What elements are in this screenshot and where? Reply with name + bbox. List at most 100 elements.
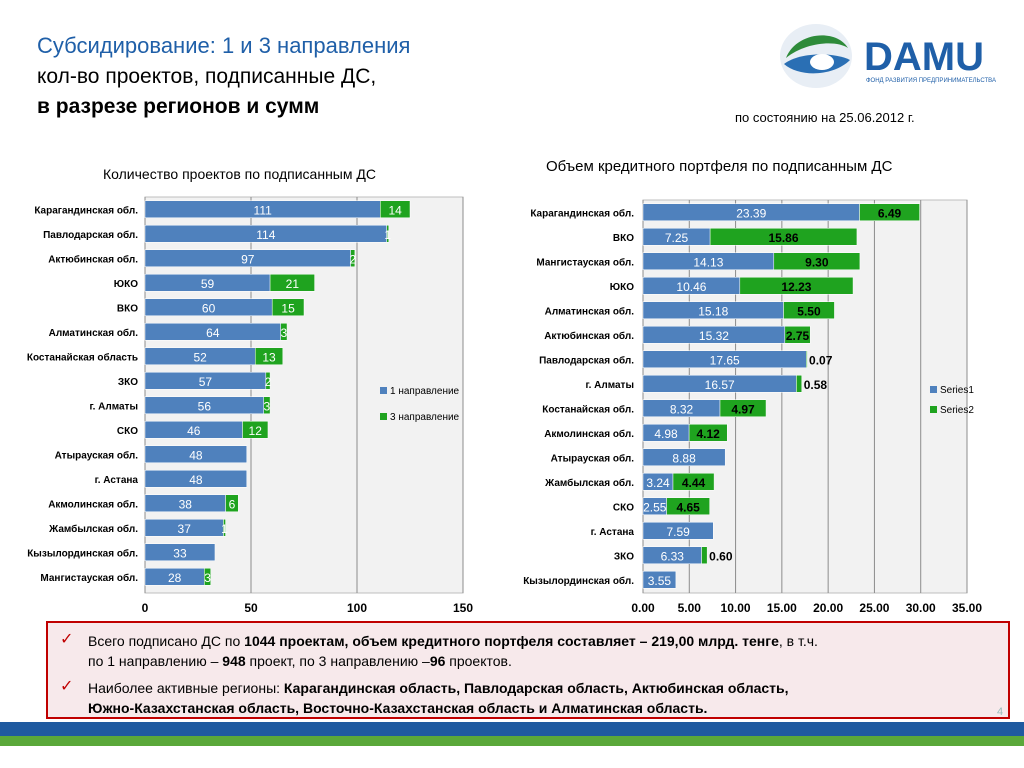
title-line-1: Субсидирование: 1 и 3 направления [37,33,411,58]
x-tick-label: 10.00 [721,601,751,615]
data-label: 7.59 [666,525,690,539]
data-label: 57 [199,375,213,389]
bar-series2 [672,473,715,491]
data-label: 56 [198,399,212,413]
bar-series2 [709,228,858,246]
data-label: 8.32 [670,402,694,416]
title-line-3: в разрезе регионов и сумм [37,95,320,118]
data-label: 14 [388,203,402,217]
data-label: 48 [189,448,203,462]
bar-series2 [223,519,226,537]
bar-series2 [796,375,803,393]
data-label: 28 [168,571,182,585]
data-label: 37 [178,522,192,536]
damu-logo: DAMU ФОНД РАЗВИТИЯ ПРЕДПРИНИМАТЕЛЬСТВА [780,24,996,88]
category-label: СКО [613,502,634,513]
bar-series1 [144,445,248,463]
data-label: 0.58 [804,378,828,392]
category-label: ВКО [117,303,138,314]
footer-bar-blue [0,722,1024,736]
bar-series2 [783,301,835,319]
legend-label: 3 направление [390,412,460,423]
category-label: Кызылординская обл. [523,575,634,587]
data-label: 10.46 [676,280,706,294]
x-tick-label: 50 [244,601,258,615]
data-label: 12.23 [781,280,811,294]
data-label: 9.30 [805,255,829,269]
left-chart-title: Количество проектов по подписанным ДС [103,166,376,182]
data-label: 15.32 [699,329,729,343]
x-tick-label: 20.00 [813,601,843,615]
category-label: Карагандинская обл. [34,204,138,216]
legend-swatch [930,386,937,393]
bar-series2 [269,274,315,292]
legend-label: Series1 [940,385,974,396]
data-label: 1 [221,522,228,536]
logo-subtitle: ФОНД РАЗВИТИЯ ПРЕДПРИНИМАТЕЛЬСТВА [866,78,996,84]
data-label: 15.86 [769,231,799,245]
category-label: Костанайская обл. [542,403,634,415]
title-line-2: кол-во проектов, подписанные ДС, [37,65,377,88]
legend-swatch [930,406,937,413]
category-label: Жамбылская обл. [48,523,138,535]
data-label: 14.13 [693,255,723,269]
bar-series2 [701,546,708,564]
data-label: 52 [193,350,207,364]
legend-label: 1 направление [390,386,460,397]
bar-series1 [642,522,714,540]
logo-text: DAMU [864,35,984,79]
data-label: 2 [349,252,356,266]
data-label: 4.65 [676,500,700,514]
bar-series1 [144,543,216,561]
bar-series2 [254,347,284,365]
x-tick-label: 100 [347,601,367,615]
data-label: 0.60 [709,549,733,563]
check-icon: ✓ [60,678,74,695]
x-tick-label: 150 [453,601,473,615]
category-label: ЮКО [610,282,634,293]
data-label: 38 [179,497,193,511]
bar-series2 [380,200,411,218]
category-label: ЮКО [114,279,138,290]
category-label: Мангистауская обл. [40,572,138,584]
data-label: 60 [202,301,216,315]
bar-series2 [739,277,854,295]
x-tick-label: 35.00 [952,601,982,615]
category-label: Карагандинская обл. [530,207,634,219]
data-label: 8.88 [672,451,696,465]
legend-swatch [380,387,387,394]
data-label: 6.33 [661,549,685,563]
data-label: 23.39 [736,206,766,220]
data-label: 33 [173,546,187,560]
bar-series1 [144,470,248,488]
bar-series2 [242,421,269,439]
category-label: Атырауская обл. [55,449,139,461]
bar-series2 [271,298,305,316]
data-label: 2.75 [786,329,810,343]
category-label: Павлодарская обл. [43,229,138,241]
data-label: 21 [286,277,300,291]
category-label: Павлодарская обл. [539,354,634,366]
data-label: 12 [249,424,263,438]
bar-series2 [719,399,767,417]
x-tick-label: 15.00 [767,601,797,615]
bar-series1 [642,448,726,466]
category-label: Акмолинская обл. [544,428,634,440]
data-label: 15 [281,301,295,315]
category-label: г. Астана [95,475,139,486]
bar-series2 [263,396,271,414]
data-label: 3 [204,571,211,585]
data-label: 3.24 [646,476,670,490]
data-label: 111 [254,203,273,217]
data-label: 3 [264,399,271,413]
data-label: 7.25 [665,231,689,245]
summary-box: ✓ Всего подписано ДС по 1044 проектам, о… [46,621,1010,719]
bar-series2 [386,225,390,243]
data-label: 16.57 [705,378,735,392]
data-label: 64 [206,326,220,340]
legend-swatch [380,413,387,420]
category-label: Алматинская обл. [49,327,139,339]
data-label: 1 [384,228,391,242]
bar-series2 [265,372,271,390]
bar-series2 [666,497,710,515]
